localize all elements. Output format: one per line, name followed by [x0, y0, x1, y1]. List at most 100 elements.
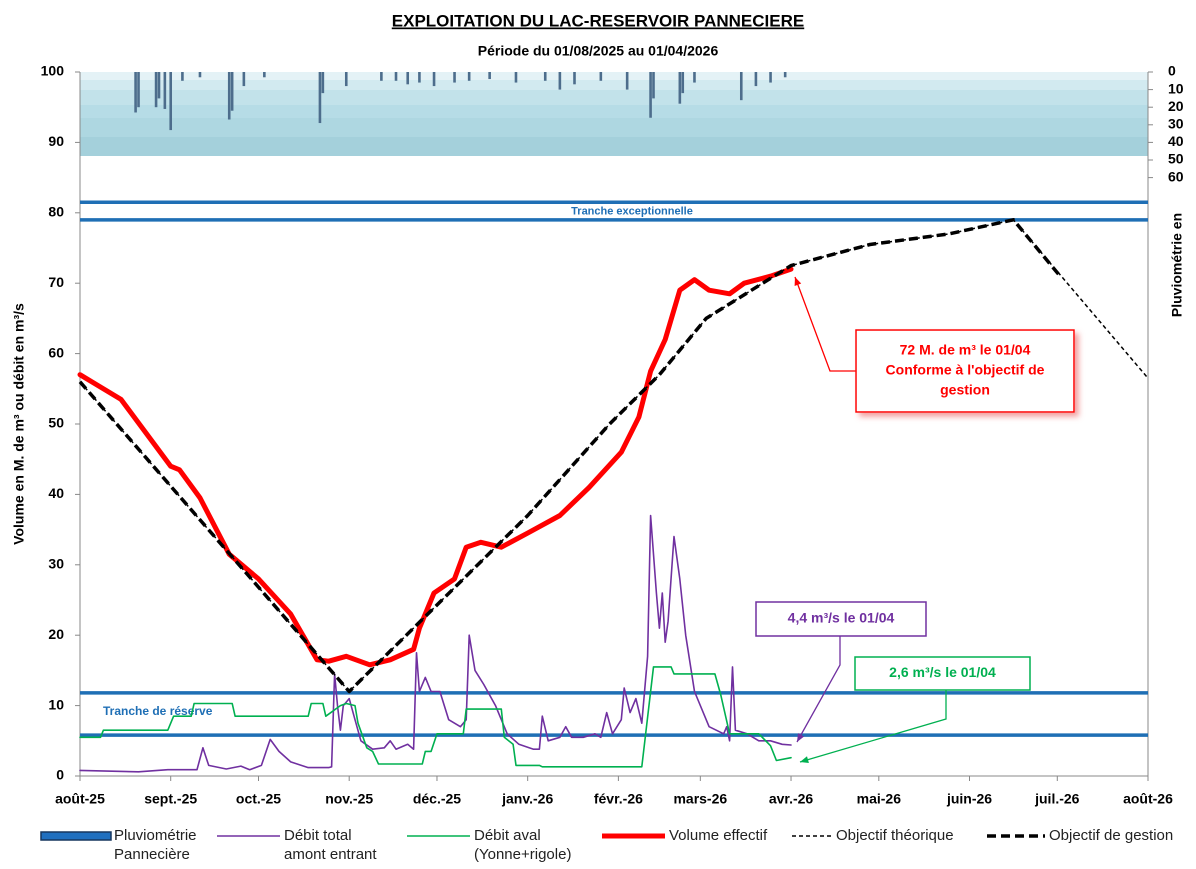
rain-bar — [344, 72, 348, 87]
rain-bar — [418, 72, 421, 83]
y2-tick-label: 0 — [1168, 63, 1176, 79]
rain-bar — [169, 72, 173, 131]
y-tick-label: 70 — [48, 274, 64, 290]
x-tick-label: janv.-26 — [501, 791, 553, 807]
legend-swatch — [40, 831, 112, 841]
legend-entry: Volume effectif — [600, 826, 799, 846]
rain-bar — [157, 72, 161, 99]
series-line — [79, 514, 792, 773]
annotation-text: 72 M. de m³ le 01/04 — [900, 342, 1031, 358]
annotation-arrow — [796, 636, 841, 743]
rain-bar — [488, 72, 491, 80]
legend-entry: Objectif de gestion — [985, 826, 1196, 846]
y-tick-label: 80 — [48, 204, 64, 220]
rain-bar — [154, 72, 158, 108]
x-tick-label: févr.-26 — [594, 791, 643, 807]
legend-swatch — [792, 835, 832, 837]
rain-bar — [137, 72, 140, 108]
rain-bar — [573, 72, 576, 85]
y2-axis-title: Pluviométrie en — [1169, 213, 1185, 317]
rain-bar — [242, 72, 246, 87]
rain-bands — [80, 72, 1148, 156]
x-tick-label: oct.-25 — [236, 791, 281, 807]
legend-entry: Objectif théorique — [790, 826, 996, 846]
y-tick-label: 30 — [48, 556, 64, 572]
x-tick-label: août-26 — [1123, 791, 1173, 807]
y-tick-label: 90 — [48, 133, 64, 149]
rain-bar — [681, 72, 685, 94]
x-tick-label: déc.-25 — [413, 791, 461, 807]
rain-bar — [134, 72, 137, 113]
series-line — [79, 219, 1149, 693]
y-tick-label: 100 — [41, 63, 65, 79]
y-tick-label: 60 — [48, 344, 64, 360]
series-line — [78, 218, 1062, 694]
rain-bar — [543, 72, 547, 81]
legend-swatch — [602, 833, 665, 839]
rain-bar — [227, 72, 231, 120]
annotation-box — [854, 656, 1031, 691]
y-axis-title: Volume en M. de m³ ou débit en m³/s — [11, 303, 27, 545]
reference-label: Tranche exceptionnelle — [571, 206, 693, 218]
rain-bar — [181, 72, 184, 81]
x-tick-label: août-25 — [55, 791, 105, 807]
rain-bar — [467, 72, 471, 81]
x-tick-label: mai-26 — [857, 791, 902, 807]
annotation-box — [755, 601, 927, 637]
legend-label: Objectif théorique — [836, 827, 954, 844]
x-tick-label: mars-26 — [673, 791, 727, 807]
annotation-text: 4,4 m³/s le 01/04 — [788, 610, 895, 626]
legend-swatch — [407, 835, 470, 837]
rain-bar — [769, 72, 772, 83]
x-tick-label: avr.-26 — [769, 791, 814, 807]
chart-subtitle: Période du 01/08/2025 au 01/04/2026 — [478, 43, 719, 59]
x-tick-label: juil.-26 — [1034, 791, 1080, 807]
series-line — [79, 666, 792, 768]
rain-bar — [599, 72, 603, 81]
legend-entry: Débit aval (Yonne+rigole) — [405, 826, 574, 864]
rain-bar — [318, 72, 322, 124]
arrow-head — [797, 733, 805, 742]
rain-bar — [406, 72, 410, 85]
arrow-head — [800, 756, 809, 763]
rain-bar — [321, 72, 325, 94]
legend-entry: Pluviométrie Pannecière — [40, 826, 214, 864]
rain-bar — [263, 72, 266, 78]
rain-bar — [754, 72, 758, 87]
reference-label: Tranche de réserve — [103, 704, 213, 718]
y2-tick-label: 30 — [1168, 116, 1184, 132]
rain-bar — [198, 72, 202, 78]
rain-bar — [453, 72, 456, 83]
rain-bar — [432, 72, 436, 87]
rain-bar — [649, 72, 652, 118]
arrow-head — [794, 277, 802, 286]
annotation-text: gestion — [940, 382, 990, 398]
legend-label: Débit aval (Yonne+rigole) — [474, 827, 572, 863]
legend-entry: Débit total amont entrant — [215, 826, 389, 864]
legend-swatch — [987, 834, 1045, 838]
y-tick-label: 50 — [48, 415, 64, 431]
y-tick-label: 10 — [48, 696, 64, 712]
x-tick-label: juin-26 — [946, 791, 992, 807]
rain-bar — [163, 72, 167, 109]
legend-label: Pluviométrie Pannecière — [114, 827, 197, 863]
y-tick-label: 0 — [56, 767, 64, 783]
rain-bar — [380, 72, 383, 81]
y2-tick-label: 20 — [1168, 98, 1184, 114]
chart-title: EXPLOITATION DU LAC-RESERVOIR PANNECIERE — [392, 11, 804, 30]
y2-tick-label: 60 — [1168, 168, 1184, 184]
y2-tick-label: 40 — [1168, 133, 1184, 149]
rain-bar — [558, 72, 562, 90]
y-tick-label: 20 — [48, 626, 64, 642]
legend-label: Débit total amont entrant — [284, 827, 377, 863]
rain-bar — [652, 72, 655, 99]
annotation-box — [855, 329, 1075, 413]
rain-bar — [678, 72, 682, 104]
series-line — [77, 266, 794, 668]
annotation-arrow — [799, 690, 947, 763]
y2-tick-label: 10 — [1168, 80, 1184, 96]
annotation-text: Conforme à l'objectif de — [886, 362, 1045, 378]
swatch — [40, 831, 112, 841]
